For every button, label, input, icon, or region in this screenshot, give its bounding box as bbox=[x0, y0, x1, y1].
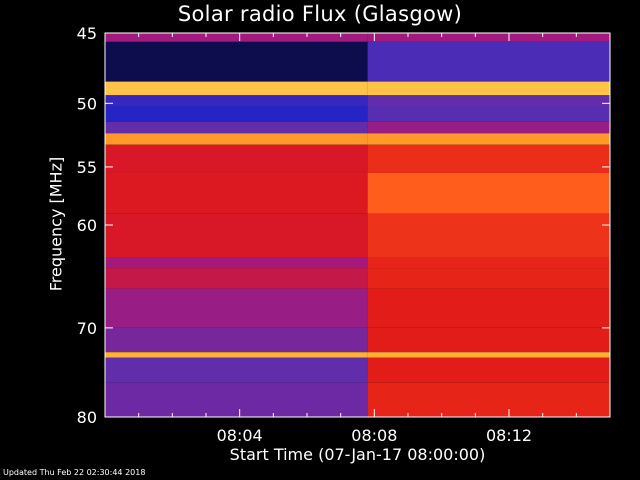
y-tick-label-55: 55 bbox=[77, 158, 97, 177]
axis-ticks: 45 50 55 60 70 80 08:04 08:08 08:12 bbox=[77, 24, 610, 445]
updated-timestamp: Updated Thu Feb 22 02:30:44 2018 bbox=[3, 468, 146, 477]
band-16-after bbox=[367, 382, 610, 417]
band-5-before bbox=[105, 121, 368, 134]
band-9-before bbox=[105, 213, 368, 258]
x-tick-label-12: 08:12 bbox=[486, 426, 532, 445]
band-13-after bbox=[367, 327, 610, 353]
heatmap-area bbox=[105, 33, 610, 417]
band-7-before bbox=[105, 144, 368, 173]
band-10-after bbox=[367, 257, 610, 269]
band-2-after bbox=[367, 81, 610, 96]
band-11-before bbox=[105, 268, 368, 289]
x-tick-label-8: 08:08 bbox=[351, 426, 397, 445]
band-4-before bbox=[105, 105, 368, 122]
band-6-after bbox=[367, 133, 610, 145]
y-tick-label-45: 45 bbox=[77, 24, 97, 43]
band-11-after bbox=[367, 268, 610, 289]
band-1-after bbox=[367, 41, 610, 82]
band-0-after bbox=[367, 33, 610, 42]
x-axis-label: Start Time (07-Jan-17 08:00:00) bbox=[229, 445, 486, 464]
band-10-before bbox=[105, 257, 368, 269]
chart-title: Solar radio Flux (Glasgow) bbox=[177, 2, 463, 26]
y-axis-label: Frequency [MHz] bbox=[46, 156, 66, 292]
band-4-after bbox=[367, 105, 610, 122]
band-0-before bbox=[105, 33, 368, 42]
y-tick-label-70: 70 bbox=[77, 319, 97, 338]
x-tick-label-4: 08:04 bbox=[217, 426, 263, 445]
band-8-before bbox=[105, 172, 368, 214]
y-tick-label-50: 50 bbox=[77, 94, 97, 113]
band-9-after bbox=[367, 213, 610, 258]
band-8-after bbox=[367, 172, 610, 214]
band-14-after bbox=[367, 352, 610, 358]
band-1-before bbox=[105, 41, 368, 82]
band-2-before bbox=[105, 81, 368, 96]
band-14-before bbox=[105, 352, 368, 358]
band-15-before bbox=[105, 357, 368, 383]
band-12-after bbox=[367, 288, 610, 328]
band-15-after bbox=[367, 357, 610, 383]
band-12-before bbox=[105, 288, 368, 328]
band-16-before bbox=[105, 382, 368, 417]
band-6-before bbox=[105, 133, 368, 145]
band-3-after bbox=[367, 95, 610, 106]
band-3-before bbox=[105, 95, 368, 106]
band-13-before bbox=[105, 327, 368, 353]
band-7-after bbox=[367, 144, 610, 173]
band-5-after bbox=[367, 121, 610, 134]
y-tick-label-60: 60 bbox=[77, 216, 97, 235]
y-tick-label-80: 80 bbox=[77, 408, 97, 427]
